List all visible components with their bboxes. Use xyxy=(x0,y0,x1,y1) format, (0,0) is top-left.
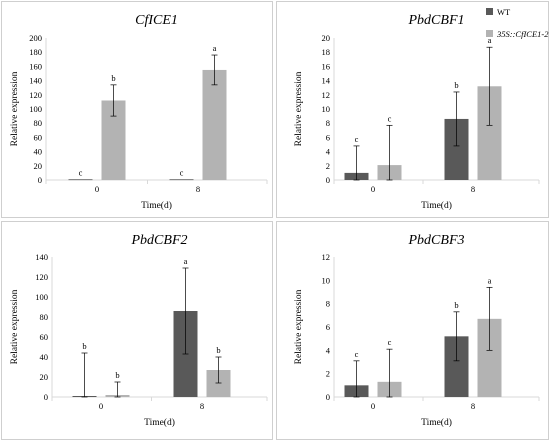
y-tick-label: 18 xyxy=(322,47,331,57)
chart-panel-pbdcbf2: PbdCBF2 0 20 40 60 80 100 120 140 Relative expres… xyxy=(1,221,273,440)
y-tick-label: 14 xyxy=(322,76,331,86)
x-tick-label: 8 xyxy=(471,184,475,194)
y-tick-label: 180 xyxy=(29,47,42,57)
x-tick-label: 0 xyxy=(95,184,99,194)
legend-swatch-transgenic xyxy=(486,30,493,37)
chart-cfice1: CfICE1020406080100120140160180200Relativ… xyxy=(10,13,268,211)
y-tick-label: 8 xyxy=(326,299,330,309)
x-tick-label: 8 xyxy=(196,184,200,194)
y-tick-label: 40 xyxy=(34,147,43,157)
x-tick-label: 8 xyxy=(471,401,475,411)
y-axis-label: Relative expression xyxy=(294,71,304,146)
y-tick-label: 12 xyxy=(322,252,331,262)
significance-label: c xyxy=(355,134,359,144)
x-tick-label: 0 xyxy=(99,401,103,411)
y-tick-label: 100 xyxy=(29,104,42,114)
x-tick-label: 8 xyxy=(200,401,204,411)
significance-label: b xyxy=(216,345,220,355)
y-tick-label: 140 xyxy=(35,252,48,262)
y-tick-label: 40 xyxy=(40,352,49,362)
chart-title: CfICE1 xyxy=(135,13,178,28)
legend-swatch-wt xyxy=(486,8,493,15)
chart-panel-pbdcbf3: PbdCBF3 0 2 4 6 8 10 12 Relative expression Time(… xyxy=(276,221,549,440)
significance-label: c xyxy=(388,337,392,347)
y-tick-label: 0 xyxy=(326,392,330,402)
x-tick-label: 0 xyxy=(371,401,375,411)
chart-title: PbdCBF3 xyxy=(408,233,465,248)
y-tick-label: 80 xyxy=(40,312,49,322)
y-tick-label: 60 xyxy=(34,132,43,142)
x-axis-label: Time(d) xyxy=(421,417,452,428)
y-tick-label: 140 xyxy=(29,76,42,86)
chart-panel-cfice1: CfICE1 0 20 40 60 80 100 120 140 160 180 200 Relativ… xyxy=(1,1,273,218)
y-tick-label: 2 xyxy=(326,369,330,379)
y-tick-label: 16 xyxy=(322,61,331,71)
y-tick-label: 20 xyxy=(34,161,43,171)
significance-label: b xyxy=(454,80,458,90)
significance-label: c xyxy=(388,113,392,123)
y-tick-label: 160 xyxy=(29,61,42,71)
y-tick-label: 4 xyxy=(326,147,331,157)
y-tick-label: 6 xyxy=(326,322,330,332)
bar-transgenic-8 xyxy=(202,69,227,180)
significance-label: c xyxy=(180,167,184,177)
y-tick-label: 2 xyxy=(326,161,330,171)
significance-label: c xyxy=(79,167,83,177)
y-tick-label: 6 xyxy=(326,132,330,142)
significance-label: c xyxy=(355,349,359,359)
bar-wt-0 xyxy=(68,179,93,181)
significance-label: a xyxy=(213,43,217,53)
y-tick-label: 0 xyxy=(44,392,48,402)
chart-panel-pbdcbf1: PbdCBF1 0 2 4 6 8 10 12 14 16 18 20 Relative express… xyxy=(276,1,549,218)
x-axis-label: Time(d) xyxy=(141,200,172,211)
legend-label-transgenic: 35S::CfICE1-2 xyxy=(496,29,549,39)
y-tick-label: 0 xyxy=(38,175,42,185)
y-tick-label: 80 xyxy=(34,118,43,128)
chart-pbdcbf3: PbdCBF3 0 2 4 6 8 10 12 Relative expression Time(… xyxy=(294,233,540,428)
y-tick-label: 4 xyxy=(326,345,331,355)
significance-label: a xyxy=(488,275,492,285)
bar-wt-8 xyxy=(169,179,194,181)
y-tick-label: 200 xyxy=(29,33,42,43)
y-tick-label: 120 xyxy=(35,272,48,282)
y-axis-label: Relative expression xyxy=(294,289,304,364)
y-tick-label: 0 xyxy=(326,175,330,185)
y-axis-label: Relative expression xyxy=(10,289,20,364)
y-tick-label: 20 xyxy=(322,33,331,43)
y-tick-label: 20 xyxy=(40,372,49,382)
y-tick-label: 60 xyxy=(40,332,49,342)
chart-title: PbdCBF1 xyxy=(408,13,465,28)
y-tick-label: 12 xyxy=(322,90,331,100)
y-axis-label: Relative expression xyxy=(10,71,20,146)
y-tick-label: 120 xyxy=(29,90,42,100)
y-tick-label: 100 xyxy=(35,292,48,302)
significance-label: b xyxy=(454,300,458,310)
chart-pbdcbf1: PbdCBF1 0 2 4 6 8 10 12 14 16 18 20 Relative express… xyxy=(294,7,549,211)
significance-label: b xyxy=(115,370,119,380)
y-tick-label: 10 xyxy=(322,275,331,285)
x-tick-label: 0 xyxy=(371,184,375,194)
x-axis-label: Time(d) xyxy=(421,200,452,211)
significance-label: a xyxy=(184,256,188,266)
y-tick-label: 8 xyxy=(326,118,330,128)
x-axis-label: Time(d) xyxy=(144,417,175,428)
significance-label: b xyxy=(111,73,115,83)
significance-label: a xyxy=(488,35,492,45)
significance-label: b xyxy=(82,341,86,351)
y-tick-label: 10 xyxy=(322,104,331,114)
legend-label-wt: WT xyxy=(497,7,511,17)
chart-title: PbdCBF2 xyxy=(131,233,188,248)
